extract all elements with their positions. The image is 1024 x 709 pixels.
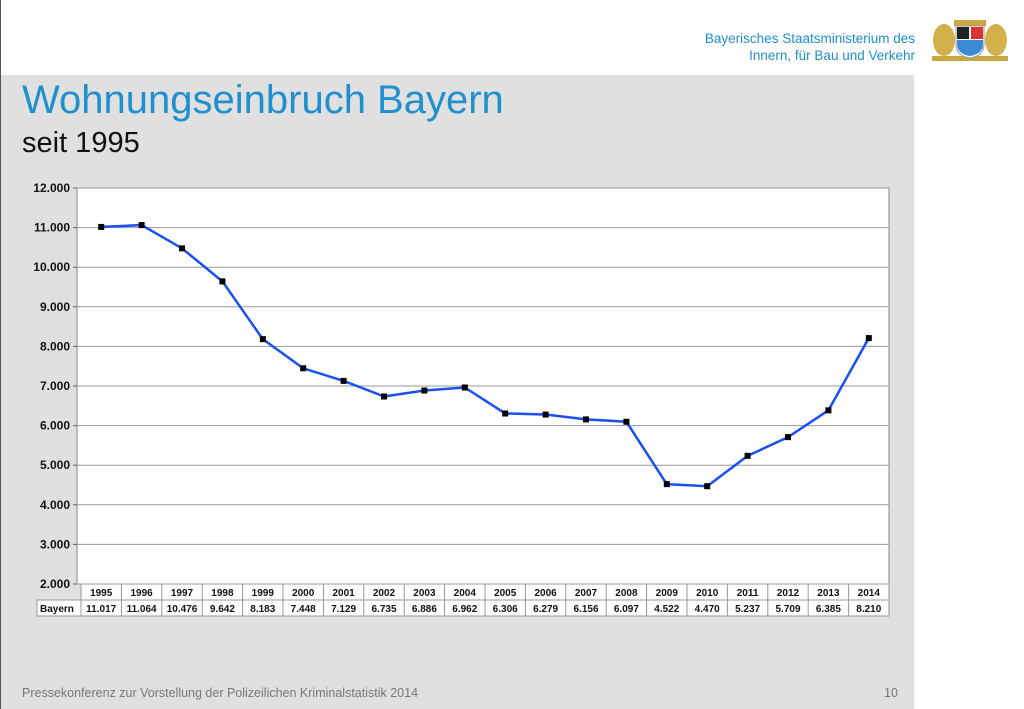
data-point: [461, 384, 468, 391]
x-tick-label: 2001: [332, 588, 355, 599]
data-point: [623, 418, 630, 425]
x-tick-label: 2014: [858, 588, 881, 599]
y-tick-label: 6.000: [40, 419, 70, 433]
x-tick-label: 2000: [292, 588, 315, 599]
data-label: 4.522: [654, 604, 679, 615]
x-tick-label: 2012: [777, 588, 800, 599]
data-point: [744, 452, 751, 459]
x-tick-label: 2007: [575, 588, 598, 599]
data-point: [583, 416, 589, 423]
ministry-name: Bayerisches Staatsministerium des Innern…: [705, 30, 915, 64]
data-label: 7.448: [291, 604, 316, 615]
data-label: 6.156: [573, 604, 598, 615]
y-tick-label: 5.000: [40, 458, 70, 472]
data-point: [502, 410, 509, 417]
data-label: 10.476: [167, 604, 198, 615]
series-line-bayern: [101, 223, 870, 488]
x-tick-label: 1997: [171, 588, 194, 599]
y-tick-label: 4.000: [40, 498, 70, 512]
bavarian-coat-of-arms-logo: [932, 20, 1008, 61]
data-point: [138, 222, 145, 229]
ministry-line-2: Innern, für Bau und Verkehr: [749, 48, 915, 63]
y-tick-label: 9.000: [40, 300, 70, 314]
data-label: 6.097: [614, 604, 639, 615]
x-tick-label: 2003: [413, 588, 436, 599]
data-label: 11.064: [127, 604, 157, 615]
x-tick-label: 2013: [817, 588, 840, 599]
data-point: [865, 335, 872, 342]
data-point: [179, 245, 185, 252]
data-label: 6.886: [412, 604, 437, 615]
data-point: [300, 365, 307, 372]
data-label: 6.735: [371, 604, 396, 615]
data-point: [219, 278, 226, 285]
series-legend-label: Bayern: [40, 604, 74, 615]
data-label: 6.306: [493, 604, 518, 615]
data-label: 6.279: [533, 604, 558, 615]
y-tick-label: 8.000: [40, 339, 70, 353]
data-label: 11.017: [86, 604, 116, 615]
data-point: [785, 434, 791, 441]
data-label: 7.129: [331, 604, 356, 615]
footer-text: Pressekonferenz zur Vorstellung der Poli…: [22, 686, 419, 700]
x-tick-label: 2010: [696, 588, 719, 599]
ministry-line-1: Bayerisches Staatsministerium des: [704, 31, 915, 46]
y-tick-label: 3.000: [40, 537, 70, 551]
data-point: [259, 336, 266, 343]
data-label: 8.210: [856, 604, 881, 615]
data-point: [421, 387, 428, 394]
x-tick-label: 1998: [211, 588, 234, 599]
y-tick-label: 11.000: [34, 221, 70, 235]
data-label: 4.470: [695, 604, 720, 615]
left-border: [0, 0, 1, 709]
x-tick-label: 1996: [130, 588, 153, 599]
data-point: [825, 407, 832, 414]
x-tick-label: 2009: [656, 588, 679, 599]
data-point: [340, 377, 347, 384]
page-number: 10: [884, 686, 898, 700]
y-tick-label: 12.000: [33, 181, 70, 195]
x-tick-label: 2004: [454, 588, 477, 599]
slide-subtitle: seit 1995: [22, 127, 140, 159]
y-tick-label: 2.000: [40, 577, 70, 591]
x-tick-label: 2008: [615, 588, 638, 599]
y-tick-label: 10.000: [33, 260, 70, 274]
x-tick-label: 1995: [90, 588, 113, 599]
data-point: [381, 393, 387, 400]
data-point: [98, 223, 105, 230]
y-tick-label: 7.000: [40, 379, 70, 393]
x-tick-label: 2005: [494, 588, 517, 599]
data-point: [663, 481, 670, 488]
data-label: 6.385: [816, 604, 841, 615]
x-tick-label: 2011: [737, 588, 759, 599]
data-point: [704, 483, 711, 490]
data-label: 6.962: [452, 604, 477, 615]
x-tick-label: 2002: [373, 588, 396, 599]
slide-title: Wohnungseinbruch Bayern: [22, 78, 504, 122]
data-label: 5.709: [775, 604, 800, 615]
data-label: 9.642: [210, 604, 235, 615]
data-point: [542, 411, 549, 418]
data-label: 5.237: [735, 604, 760, 615]
data-label: 8.183: [250, 604, 275, 615]
x-tick-label: 2006: [534, 588, 557, 599]
x-tick-label: 1999: [252, 588, 275, 599]
